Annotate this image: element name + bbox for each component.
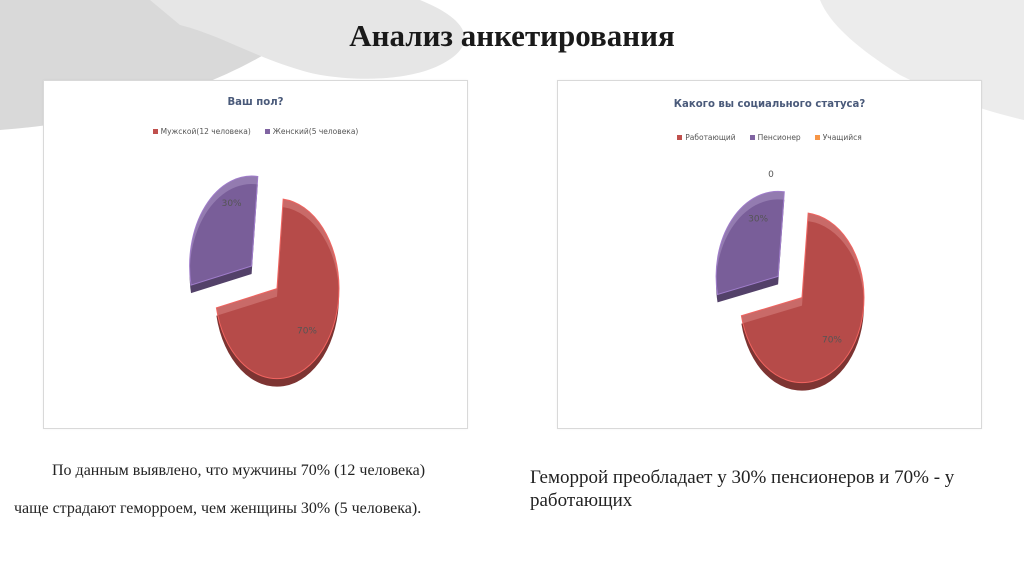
chart-gender-legend: Мужской(12 человека) Женский(5 человека) (44, 127, 467, 136)
legend-label-male: Мужской(12 человека) (160, 127, 251, 136)
chart-status-legend: Работающий Пенсионер Учащийся (558, 133, 981, 142)
legend-swatch-pensioner (749, 135, 755, 140)
caption-right-line1: Геморрой преобладает у 30% пенсионеров и… (530, 467, 955, 488)
pie1-label-2: 0 (768, 170, 774, 180)
legend-swatch-male (152, 129, 158, 134)
legend-label-pensioner: Пенсионер (757, 133, 801, 142)
pie1-label-1: 30% (748, 214, 768, 224)
legend-item-male: Мужской(12 человека) (152, 127, 251, 136)
slide-title: Анализ анкетирования (349, 18, 675, 53)
caption-right-line2: работающих (530, 490, 633, 511)
legend-item-pensioner: Пенсионер (749, 133, 801, 142)
chart-gender-pie: 70% 30% (189, 175, 340, 387)
legend-label-working: Работающий (685, 133, 736, 142)
pie0-slice-1 (189, 175, 259, 286)
chart-status: Какого вы социального статуса? Работающи… (557, 80, 982, 429)
legend-item-working: Работающий (677, 133, 736, 142)
chart-status-pie: 70% 30% 0 (715, 170, 865, 391)
pie1-slice-0 (740, 212, 865, 384)
legend-swatch-female (264, 129, 270, 134)
legend-label-student: Учащийся (822, 133, 862, 142)
chart-status-title: Какого вы социального статуса? (673, 97, 866, 110)
background-blob-top (150, 0, 465, 79)
caption-left-line1: По данным выявлено, что мужчины 70% (12 … (52, 462, 426, 479)
legend-swatch-student (814, 135, 820, 140)
caption-left-line2: чаще страдают геморроем, чем женщины 30%… (14, 500, 422, 517)
pie0-label-0: 70% (297, 327, 317, 337)
legend-label-female: Женский(5 человека) (272, 127, 359, 136)
legend-item-female: Женский(5 человека) (264, 127, 359, 136)
chart-gender: Ваш пол? Мужской(12 человека) Женский(5 … (43, 80, 468, 429)
pie0-label-1: 30% (222, 199, 242, 209)
pie1-label-0: 70% (822, 336, 842, 346)
legend-swatch-working (677, 135, 683, 140)
legend-item-student: Учащийся (814, 133, 862, 142)
pie0-slice-0 (215, 198, 340, 380)
chart-gender-title: Ваш пол? (227, 95, 284, 108)
pie1-slice-1 (715, 190, 785, 296)
